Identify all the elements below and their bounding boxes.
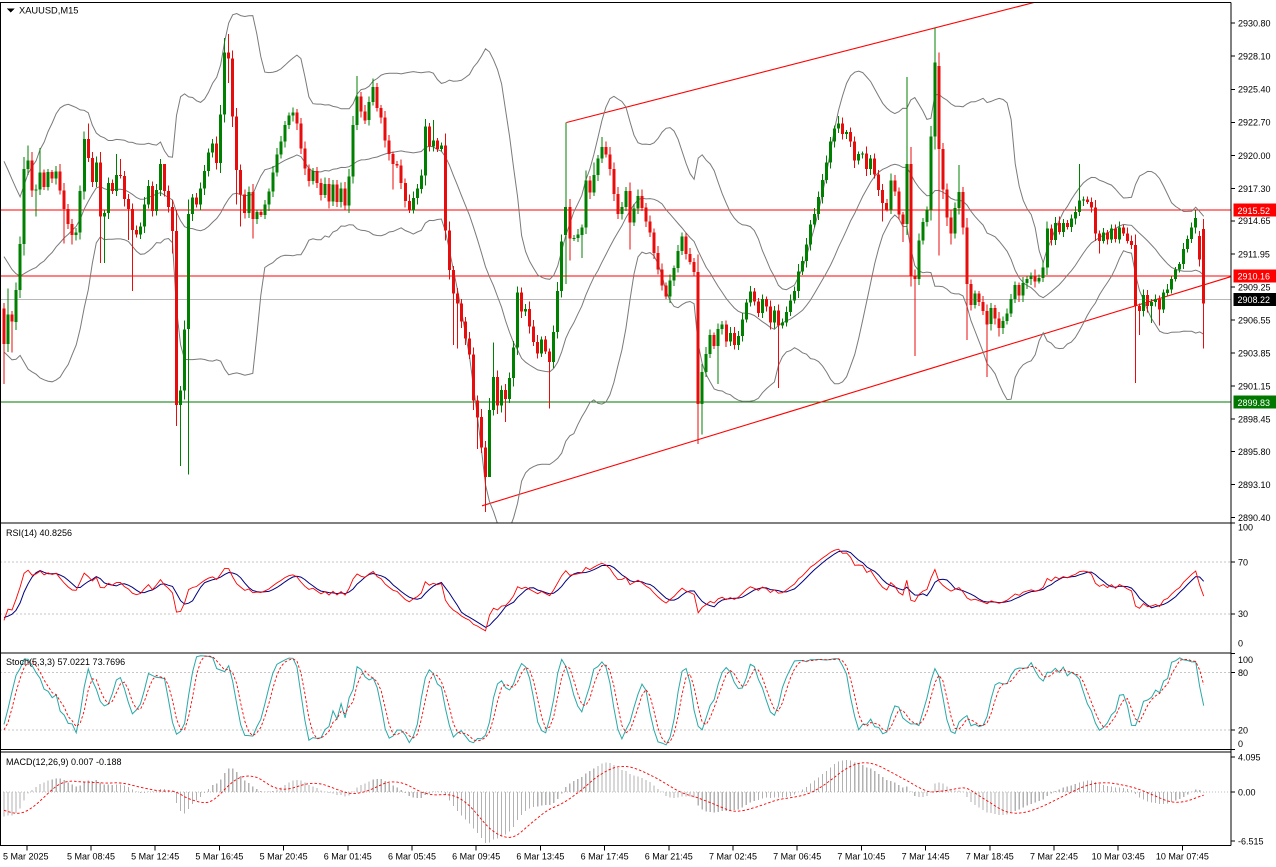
svg-text:0: 0 [1238, 638, 1243, 648]
svg-text:10 Mar 07:45: 10 Mar 07:45 [1156, 852, 1209, 862]
svg-text:2906.55: 2906.55 [1238, 315, 1271, 325]
svg-text:6 Mar 13:45: 6 Mar 13:45 [516, 852, 564, 862]
svg-text:2920.00: 2920.00 [1238, 151, 1271, 161]
svg-text:7 Mar 14:45: 7 Mar 14:45 [902, 852, 950, 862]
svg-text:RSI(14) 40.8256: RSI(14) 40.8256 [6, 528, 72, 538]
svg-text:-6.515: -6.515 [1238, 836, 1264, 846]
svg-text:6 Mar 01:45: 6 Mar 01:45 [324, 852, 372, 862]
svg-text:2908.22: 2908.22 [1238, 295, 1271, 305]
svg-text:7 Mar 18:45: 7 Mar 18:45 [966, 852, 1014, 862]
svg-text:6 Mar 21:45: 6 Mar 21:45 [645, 852, 693, 862]
svg-text:2917.30: 2917.30 [1238, 184, 1271, 194]
svg-text:2901.15: 2901.15 [1238, 381, 1271, 391]
svg-text:7 Mar 02:45: 7 Mar 02:45 [709, 852, 757, 862]
svg-text:0.00: 0.00 [1238, 787, 1256, 797]
svg-text:30: 30 [1238, 609, 1248, 619]
svg-text:2930.80: 2930.80 [1238, 19, 1271, 29]
svg-text:7 Mar 06:45: 7 Mar 06:45 [773, 852, 821, 862]
svg-text:4.095: 4.095 [1238, 752, 1261, 762]
svg-text:2928.10: 2928.10 [1238, 52, 1271, 62]
svg-text:2890.40: 2890.40 [1238, 513, 1271, 523]
svg-text:2914.65: 2914.65 [1238, 216, 1271, 226]
svg-text:2910.16: 2910.16 [1238, 271, 1271, 281]
svg-text:MACD(12,26,9) 0.007 -0.188: MACD(12,26,9) 0.007 -0.188 [6, 757, 122, 767]
svg-text:7 Mar 10:45: 7 Mar 10:45 [837, 852, 885, 862]
svg-text:100: 100 [1238, 655, 1253, 665]
svg-text:2909.25: 2909.25 [1238, 282, 1271, 292]
svg-text:5 Mar 12:45: 5 Mar 12:45 [131, 852, 179, 862]
svg-text:5 Mar 16:45: 5 Mar 16:45 [195, 852, 243, 862]
svg-text:2898.45: 2898.45 [1238, 415, 1271, 425]
svg-text:2903.85: 2903.85 [1238, 348, 1271, 358]
svg-text:100: 100 [1238, 522, 1253, 532]
svg-text:6 Mar 17:45: 6 Mar 17:45 [581, 852, 629, 862]
svg-text:70: 70 [1238, 557, 1248, 567]
svg-text:5 Mar 20:45: 5 Mar 20:45 [260, 852, 308, 862]
svg-text:0: 0 [1238, 739, 1243, 749]
svg-text:5 Mar 2025: 5 Mar 2025 [3, 852, 49, 862]
svg-text:10 Mar 03:45: 10 Mar 03:45 [1092, 852, 1145, 862]
svg-text:6 Mar 05:45: 6 Mar 05:45 [388, 852, 436, 862]
svg-text:5 Mar 08:45: 5 Mar 08:45 [67, 852, 115, 862]
svg-text:20: 20 [1238, 726, 1248, 736]
svg-text:2915.52: 2915.52 [1238, 206, 1271, 216]
svg-text:2899.83: 2899.83 [1238, 398, 1271, 408]
svg-text:7 Mar 22:45: 7 Mar 22:45 [1030, 852, 1078, 862]
svg-text:2911.95: 2911.95 [1238, 249, 1270, 259]
svg-text:80: 80 [1238, 668, 1248, 678]
svg-text:2893.10: 2893.10 [1238, 480, 1271, 490]
svg-text:2895.80: 2895.80 [1238, 447, 1271, 457]
svg-text:2922.70: 2922.70 [1238, 118, 1271, 128]
svg-text:XAUUSD,M15: XAUUSD,M15 [19, 6, 78, 16]
svg-text:6 Mar 09:45: 6 Mar 09:45 [452, 852, 500, 862]
svg-text:2925.40: 2925.40 [1238, 85, 1271, 95]
svg-text:Stoch(5,3,3) 57.0221 73.7696: Stoch(5,3,3) 57.0221 73.7696 [6, 657, 125, 667]
